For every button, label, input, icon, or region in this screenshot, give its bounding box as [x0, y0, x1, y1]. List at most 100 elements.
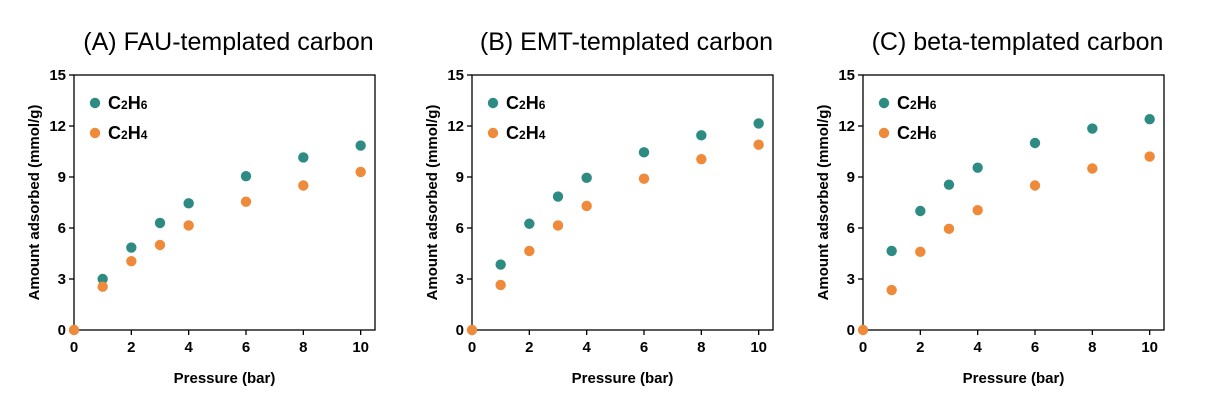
y-tick-label: 0: [847, 322, 855, 339]
legend-element: H: [128, 93, 141, 113]
chart-title: (C) beta-templated carbon: [872, 28, 1164, 56]
y-axis-label: Amount adsorbed (mmol/g): [26, 105, 43, 301]
data-point-s2-4: [552, 220, 564, 231]
y-tick-label: 0: [456, 322, 464, 339]
x-tick-label: 6: [640, 339, 648, 356]
data-point-s1-3: [552, 191, 564, 202]
x-tick-label: 10: [1141, 339, 1158, 356]
y-axis-label: Amount adsorbed (mmol/g): [815, 105, 832, 301]
legend-subscript: 6: [930, 98, 937, 112]
y-tick-label: 12: [838, 118, 855, 135]
data-point-s2-2: [495, 279, 506, 291]
data-point-s2-7: [696, 153, 707, 165]
data-point-s2-8: [1144, 151, 1155, 162]
legend-subscript: 4: [539, 128, 546, 142]
x-tick-label: 4: [184, 339, 193, 356]
data-point-s2-7: [298, 180, 309, 191]
data-point-s1-4: [581, 172, 592, 184]
y-tick-label: 3: [847, 271, 855, 288]
legend-element: H: [526, 123, 539, 143]
data-point-s1-4: [972, 162, 983, 173]
legend-element: H: [917, 123, 930, 143]
data-point-s2-6: [240, 196, 252, 207]
y-tick-label: 12: [49, 118, 66, 135]
data-point-s1-2: [524, 218, 535, 229]
data-point-s2-1: [68, 324, 80, 336]
data-point-s1-3: [943, 179, 955, 190]
legend-marker: [487, 97, 499, 109]
data-point-s2-8: [753, 139, 764, 150]
legend-label: C2H6: [108, 93, 148, 113]
data-point-s1-1: [886, 245, 897, 257]
chart-panel-3: (C) beta-templated carbon 0 2 4 6 8 10 0 3 6 9 12 15…: [815, 28, 1165, 387]
legend-label: C2H4: [506, 123, 546, 143]
legend-subscript: 6: [539, 98, 546, 112]
legend-element: H: [526, 93, 539, 113]
chart-title: (A) FAU-templated carbon: [83, 28, 373, 56]
chart-title: (B) EMT-templated carbon: [480, 28, 773, 56]
data-point-s1-1: [97, 273, 108, 285]
legend-marker: [89, 127, 101, 139]
y-axis-label: Amount adsorbed (mmol/g): [424, 105, 441, 301]
legend-marker: [487, 127, 499, 139]
data-point-s1-7: [355, 140, 366, 151]
legend-subscript: 2: [910, 128, 917, 142]
data-point-s1-4: [183, 198, 194, 209]
data-point-s2-2: [886, 284, 897, 296]
data-point-s1-6: [298, 152, 309, 163]
data-point-s2-1: [857, 324, 869, 336]
legend-label: C2H6: [506, 93, 546, 113]
x-tick-label: 0: [859, 339, 867, 356]
data-point-s2-6: [638, 173, 650, 184]
data-point-s1-3: [154, 217, 166, 229]
y-tick-label: 9: [58, 169, 66, 186]
legend-subscript: 2: [519, 128, 526, 142]
legend-element: C: [108, 123, 121, 143]
legend-label: C2H6: [897, 93, 937, 113]
plot-frame: [862, 74, 1165, 331]
data-point-s2-3: [915, 246, 926, 257]
legend-element: C: [506, 123, 519, 143]
legend-marker: [878, 97, 890, 109]
legend-subscript: 6: [141, 98, 148, 112]
data-point-s1-7: [1144, 114, 1155, 125]
legend-label: C2H6: [897, 123, 937, 143]
data-point-s2-6: [1029, 180, 1041, 191]
y-tick-label: 15: [447, 67, 464, 84]
data-point-s2-4: [154, 239, 166, 251]
y-tick-label: 6: [847, 220, 855, 237]
legend-element: C: [897, 123, 910, 143]
data-point-s1-5: [638, 147, 650, 158]
data-point-s2-5: [972, 204, 983, 216]
data-point-s2-5: [183, 220, 194, 231]
x-tick-label: 4: [973, 339, 982, 356]
data-point-s2-8: [355, 166, 366, 178]
x-tick-label: 8: [697, 339, 705, 356]
plot-frame: [471, 74, 774, 331]
data-point-s1-2: [126, 242, 137, 253]
data-point-s1-6: [696, 130, 707, 141]
y-tick-label: 12: [447, 118, 464, 135]
y-tick-label: 3: [456, 271, 464, 288]
data-point-s1-5: [1029, 137, 1041, 149]
legend-subscript: 2: [910, 98, 917, 112]
y-tick-label: 6: [58, 220, 66, 237]
x-tick-label: 0: [70, 339, 78, 356]
y-tick-label: 15: [49, 67, 66, 84]
legend-element: C: [897, 93, 910, 113]
x-tick-label: 8: [299, 339, 307, 356]
legend-element: C: [506, 93, 519, 113]
legend-subscript: 2: [121, 98, 128, 112]
x-tick-label: 2: [916, 339, 924, 356]
data-point-s2-2: [97, 281, 108, 292]
plot-frame: [73, 74, 376, 331]
x-tick-label: 2: [525, 339, 533, 356]
data-point-s1-1: [495, 259, 506, 270]
x-tick-label: 6: [1031, 339, 1039, 356]
x-tick-label: 8: [1088, 339, 1096, 356]
legend-element: H: [917, 93, 930, 113]
y-tick-label: 15: [838, 67, 855, 84]
data-point-s2-4: [943, 223, 955, 235]
